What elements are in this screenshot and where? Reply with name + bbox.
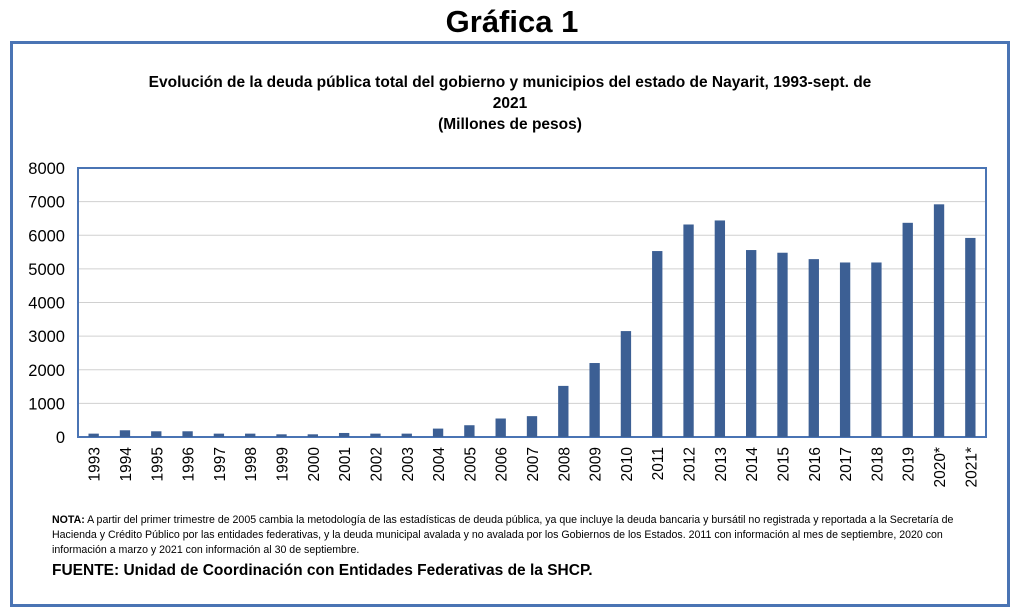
- x-tick-label: 1994: [118, 447, 135, 482]
- x-tick-label: 2014: [744, 447, 761, 482]
- bar: [338, 432, 350, 437]
- x-tick-label: 2002: [368, 447, 385, 481]
- bar: [589, 363, 600, 437]
- y-tick-label: 2000: [28, 362, 65, 380]
- bar: [746, 250, 757, 437]
- bar: [558, 385, 569, 437]
- x-tick-label: 2019: [901, 447, 918, 481]
- y-tick-label: 6000: [28, 227, 65, 245]
- x-tick-label: 2020*: [932, 447, 949, 488]
- bar: [432, 428, 444, 437]
- x-tick-label: 2008: [556, 447, 573, 481]
- bar: [370, 433, 381, 437]
- bar: [808, 259, 819, 437]
- bar: [182, 431, 193, 437]
- bar: [307, 434, 318, 437]
- note-label: NOTA:: [52, 514, 85, 526]
- bar: [213, 433, 225, 437]
- bar: [965, 237, 976, 437]
- bar: [245, 433, 256, 437]
- bar: [620, 331, 632, 437]
- x-tick-label: 2017: [838, 447, 855, 481]
- bar: [495, 418, 506, 437]
- bar: [871, 262, 882, 437]
- y-tick-label: 8000: [28, 160, 65, 178]
- x-tick-label: 2012: [682, 447, 699, 481]
- chart-title-line-1: Evolución de la deuda pública total del …: [148, 74, 872, 91]
- x-tick-label: 2004: [431, 447, 448, 482]
- x-tick-label: 2003: [400, 447, 417, 481]
- x-tick-label: 2016: [807, 447, 824, 481]
- y-tick-label: 7000: [28, 194, 65, 212]
- x-tick-label: 2007: [525, 447, 542, 481]
- source-text: FUENTE: Unidad de Coordinación con Entid…: [52, 562, 593, 579]
- bar: [119, 430, 131, 437]
- bar: [839, 262, 851, 437]
- bar: [151, 431, 162, 437]
- x-tick-label: 1993: [87, 447, 104, 481]
- y-tick-label: 1000: [28, 395, 65, 413]
- x-tick-label: 2021*: [963, 447, 980, 488]
- bar: [652, 251, 663, 437]
- x-tick-label: 2010: [619, 447, 636, 482]
- bar: [88, 433, 99, 437]
- x-tick-label: 1997: [212, 447, 229, 481]
- bar: [276, 434, 287, 437]
- x-tick-label: 2000: [306, 447, 323, 482]
- chart-title: Evolución de la deuda pública total del …: [110, 72, 910, 135]
- x-tick-label: 2013: [713, 447, 730, 481]
- x-tick-label: 1995: [149, 447, 166, 481]
- x-tick-label: 2009: [588, 447, 605, 481]
- note: NOTA: A partir del primer trimestre de 2…: [52, 513, 982, 558]
- x-tick-label: 2018: [869, 447, 886, 481]
- x-tick-label: 1998: [243, 447, 260, 481]
- y-tick-label: 5000: [28, 261, 65, 279]
- page-heading: Gráfica 1: [445, 4, 579, 39]
- bar: [933, 204, 945, 437]
- bar: [902, 222, 913, 437]
- bar: [401, 433, 412, 437]
- x-tick-label: 1996: [181, 447, 198, 481]
- x-tick-label: 2001: [337, 447, 354, 481]
- note-text: A partir del primer trimestre de 2005 ca…: [52, 514, 954, 556]
- bar: [526, 416, 538, 437]
- y-tick-label: 4000: [28, 295, 65, 313]
- y-tick-label: 0: [56, 429, 65, 447]
- bar: [464, 425, 475, 437]
- bar: [777, 252, 788, 437]
- x-tick-label: 2005: [462, 447, 479, 481]
- y-tick-label: 3000: [28, 328, 65, 346]
- bar: [714, 220, 726, 437]
- x-tick-label: 1999: [275, 447, 292, 481]
- chart-title-line-2: 2021: [492, 95, 528, 112]
- bar: [683, 224, 694, 437]
- x-tick-label: 2006: [494, 447, 511, 481]
- x-tick-label: 2015: [775, 447, 792, 481]
- x-tick-label: 2011: [650, 447, 667, 480]
- chart-title-line-3: (Millones de pesos): [438, 116, 582, 133]
